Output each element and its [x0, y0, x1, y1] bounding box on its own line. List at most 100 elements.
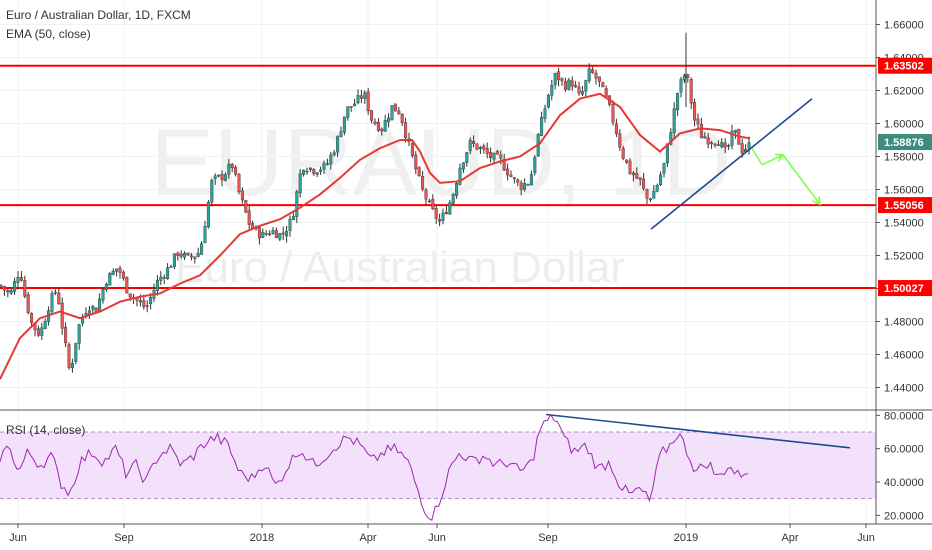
- candle-body: [366, 91, 370, 112]
- candle-body: [6, 290, 10, 293]
- candle-body: [567, 79, 571, 90]
- candle-body: [485, 148, 489, 154]
- candle-body: [400, 113, 404, 123]
- candle-body: [577, 86, 581, 94]
- level-price-tag-bg: [878, 280, 932, 297]
- candle-body: [740, 143, 744, 154]
- chart-title: Euro / Australian Dollar, 1D, FXCM: [6, 8, 191, 22]
- candle-body: [220, 174, 224, 181]
- candle-body: [611, 103, 615, 123]
- candle-body: [325, 163, 329, 165]
- candle-body: [421, 176, 425, 190]
- candle-body: [172, 253, 176, 267]
- candle-body: [519, 182, 523, 190]
- candle-body: [179, 254, 183, 257]
- candle-body: [662, 163, 666, 174]
- candle-body: [478, 147, 482, 149]
- candle-body: [410, 143, 414, 156]
- candle-body: [706, 137, 710, 145]
- candle-body: [91, 306, 95, 310]
- candle-body: [672, 108, 676, 133]
- candle-body: [176, 252, 180, 256]
- candle-body: [346, 106, 350, 118]
- candle-body: [458, 167, 462, 185]
- candle-body: [98, 298, 102, 312]
- watermark-symbol: EURAUD, 1D: [150, 109, 731, 216]
- candle-body: [387, 117, 391, 123]
- candle-body: [363, 92, 367, 99]
- current-price-tag-text: 1.58876: [884, 137, 924, 149]
- candle-body: [121, 271, 125, 279]
- candle-body: [438, 219, 442, 222]
- candle-body: [128, 293, 132, 298]
- candle-body: [210, 179, 214, 203]
- candle-body: [370, 110, 374, 121]
- time-tick-label: Jun: [9, 532, 27, 544]
- candle-body: [655, 185, 659, 192]
- projection-segment: [761, 154, 784, 166]
- level-price-tag: 1.55056: [878, 197, 932, 214]
- candle-body: [183, 253, 187, 258]
- candle-body: [186, 252, 190, 256]
- candle-body: [373, 121, 377, 125]
- candle-body: [645, 189, 649, 199]
- candle-body: [64, 326, 68, 344]
- candle-body: [621, 147, 625, 159]
- candle-body: [404, 122, 408, 139]
- candle-body: [349, 106, 353, 108]
- price-tick-label: 1.60000: [884, 119, 924, 131]
- candle-body: [594, 72, 598, 79]
- candle-body: [696, 118, 700, 125]
- candle-body: [506, 168, 510, 176]
- candle-body: [125, 276, 129, 294]
- candle-body: [397, 110, 401, 115]
- candle-body: [482, 145, 486, 150]
- candle-body: [553, 73, 557, 85]
- rsi-tick-label: 60.0000: [884, 444, 924, 456]
- candle-body: [240, 190, 244, 201]
- candle-body: [169, 266, 173, 268]
- candle-body: [543, 108, 547, 119]
- candle-body: [159, 276, 163, 281]
- rsi-trendline: [545, 413, 851, 449]
- candle-body: [278, 233, 282, 240]
- price-tick-label: 1.44000: [884, 383, 924, 395]
- price-tick-label: 1.62000: [884, 86, 924, 98]
- candle-body: [111, 270, 115, 275]
- candle-body: [13, 281, 17, 292]
- candle-body: [2, 286, 6, 291]
- candle-body: [268, 233, 272, 236]
- candle-body: [441, 212, 445, 221]
- level-price-tag: 1.63502: [878, 57, 932, 74]
- candle-body: [625, 159, 629, 163]
- candle-body: [570, 80, 574, 87]
- projection-segment: [782, 154, 821, 205]
- price-tick-label: 1.54000: [884, 218, 924, 230]
- candle-body: [271, 230, 275, 235]
- candle-body: [285, 231, 289, 237]
- time-tick-label: Apr: [359, 532, 376, 544]
- current-price-tag: 1.58876: [878, 134, 932, 151]
- candle-body: [353, 103, 357, 107]
- candle-body: [36, 328, 40, 336]
- candle-body: [614, 123, 618, 135]
- candle-body: [356, 95, 360, 104]
- rsi-indicator-label: RSI (14, close): [6, 423, 86, 437]
- candle-body: [560, 78, 564, 82]
- candle-body: [546, 94, 550, 108]
- candle-body: [703, 136, 707, 139]
- candle-body: [461, 162, 465, 170]
- candle-body: [142, 300, 146, 308]
- horizontal-levels: [0, 64, 876, 290]
- candle-body: [288, 218, 292, 231]
- candle-body: [104, 283, 108, 290]
- candle-body: [716, 144, 720, 146]
- level-price-tag-bg: [878, 197, 932, 214]
- candle-body: [631, 172, 635, 176]
- candle-body: [9, 290, 13, 294]
- candle-body: [604, 88, 608, 97]
- candle-body: [516, 179, 520, 183]
- candle-body: [298, 173, 302, 194]
- price-tick-label: 1.48000: [884, 317, 924, 329]
